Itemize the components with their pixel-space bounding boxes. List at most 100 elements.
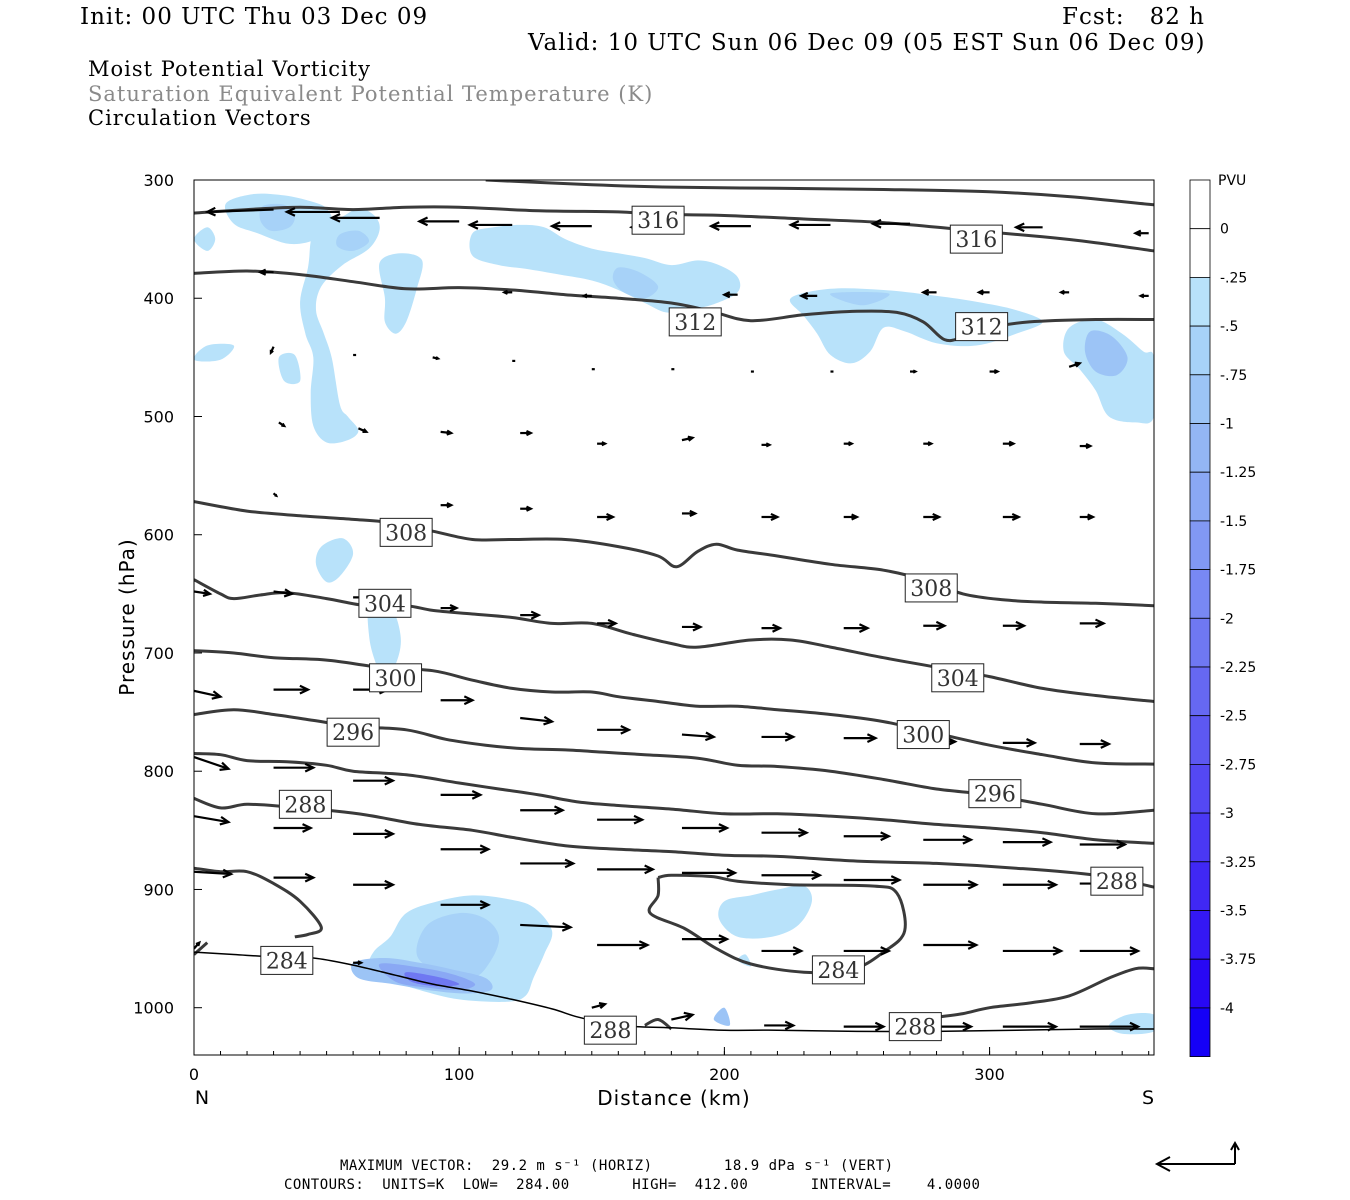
x-tick-200: 200 <box>709 1065 740 1084</box>
colorbar-box-15 <box>1189 910 1211 960</box>
colorbar-box-8 <box>1189 569 1211 619</box>
vector-arrow-91 <box>273 823 314 833</box>
x-tick-100: 100 <box>444 1065 475 1084</box>
vector-arrow-33 <box>278 421 287 428</box>
pv-region-3 <box>336 230 370 252</box>
vector-arrow-45 <box>440 502 454 509</box>
vector-arrow-12 <box>1132 229 1149 237</box>
vector-arrow-24 <box>432 356 441 361</box>
vector-arrow-20 <box>1058 289 1070 295</box>
svg-text:288: 288 <box>894 1016 936 1041</box>
colorbar-box-14 <box>1189 861 1211 911</box>
vector-arrow-21 <box>1138 293 1149 299</box>
colorbar: PVU 0 -.25 -.5 -.75 -1 -1.25 -1.5 -1.75 -2 -2.25 -… <box>1189 173 1256 1058</box>
contour-label-9: 300 <box>896 720 950 750</box>
contour-288-12 <box>644 1017 673 1031</box>
field-title-mpv: Moist Potential Vorticity <box>88 57 371 81</box>
vector-arrow-48 <box>681 509 698 517</box>
colorbar-box-1 <box>1189 228 1211 278</box>
colorbar-box-6 <box>1189 471 1211 522</box>
contour-label-15: 284 <box>811 955 865 985</box>
contour-label-0: 316 <box>631 205 685 235</box>
colorbar-label-1: -.25 <box>1220 270 1247 286</box>
contour-label-6: 304 <box>358 588 412 618</box>
svg-text:300: 300 <box>375 667 417 692</box>
vector-arrow-32 <box>1068 361 1083 368</box>
vector-arrow-40 <box>843 441 855 447</box>
colorbar-label-11: -2.75 <box>1220 757 1256 773</box>
vector-arrow-110 <box>843 946 892 956</box>
vector-arrow-77 <box>1079 739 1112 749</box>
vector-arrow-39 <box>761 442 773 448</box>
vector-arrow-54 <box>194 588 213 598</box>
vector-arrow-95 <box>597 864 656 875</box>
colorbar-label-0: 0 <box>1220 222 1229 238</box>
contour-label-7: 304 <box>931 663 985 693</box>
y-tick-500: 500 <box>143 407 174 426</box>
contour-info: CONTOURS: UNITS=K LOW= 284.00 HIGH= 412.… <box>284 1177 981 1193</box>
vector-arrow-38 <box>681 435 696 442</box>
vector-arrow-66 <box>194 689 224 700</box>
vector-arrow-43 <box>1079 443 1093 450</box>
vector-arrow-102 <box>194 868 234 879</box>
vector-arrow-114 <box>194 940 202 950</box>
svg-text:308: 308 <box>385 521 427 546</box>
vector-arrow-58 <box>520 610 542 620</box>
contour-label-1: 316 <box>949 224 1003 254</box>
contour-288-9 <box>194 866 323 939</box>
vector-arrow-73 <box>761 732 796 742</box>
vector-arrow-92 <box>353 829 396 839</box>
vector-arrow-112 <box>1002 946 1064 956</box>
pv-region-5 <box>469 224 741 313</box>
vector-arrow-87 <box>923 834 974 845</box>
vector-arrow-46 <box>520 505 534 512</box>
colorbar-box-12 <box>1189 764 1211 814</box>
pv-region-15 <box>367 599 401 683</box>
svg-text:300: 300 <box>902 724 944 749</box>
vector-arrow-60 <box>681 622 704 632</box>
vector-arrow-108 <box>681 934 730 944</box>
contour-label-10: 296 <box>326 717 380 747</box>
vector-arrow-106 <box>520 922 574 932</box>
pv-region-23 <box>713 1007 731 1026</box>
contour-316-1 <box>485 180 1154 207</box>
vector-arrow-41 <box>923 441 934 447</box>
vector-arrow-104 <box>353 879 396 890</box>
svg-text:288: 288 <box>284 793 326 818</box>
vector-arrow-117 <box>671 1011 696 1022</box>
colorbar-box-2 <box>1189 276 1211 327</box>
colorbar-box-11 <box>1189 715 1211 765</box>
pv-region-10 <box>1084 330 1128 377</box>
contour-label-12: 288 <box>278 789 332 819</box>
colorbar-box-5 <box>1189 423 1211 473</box>
vector-arrow-103 <box>273 872 316 883</box>
vector-arrow-44 <box>272 492 279 498</box>
contour-label-5: 308 <box>904 573 958 603</box>
vector-arrow-80 <box>353 775 396 786</box>
vector-arrow-5 <box>467 220 513 230</box>
vector-arrow-98 <box>843 875 902 885</box>
vector-arrow-113 <box>1079 946 1141 956</box>
contour-label-4: 308 <box>379 517 433 547</box>
vector-arrow-70 <box>520 715 555 726</box>
colorbar-label-13: -3.25 <box>1220 855 1256 871</box>
pv-region-4 <box>379 253 423 334</box>
vector-arrow-121 <box>1002 1021 1059 1032</box>
vector-arrow-15 <box>581 293 592 299</box>
pv-region-7 <box>789 288 1043 364</box>
x-tick-0: 0 <box>189 1065 199 1084</box>
vector-arrow-34 <box>357 427 369 434</box>
vector-arrow-9 <box>788 220 831 230</box>
y-tick-400: 400 <box>143 289 174 308</box>
colorbar-label-8: -2 <box>1220 611 1234 627</box>
vector-arrow-105 <box>440 899 491 910</box>
contour-label-17: 288 <box>888 1012 942 1042</box>
vector-arrow-10 <box>870 218 911 229</box>
field-title-vectors: Circulation Vectors <box>88 106 312 130</box>
y-tick-900: 900 <box>143 880 174 899</box>
vector-arrow-99 <box>923 879 979 890</box>
vector-arrow-94 <box>520 858 576 869</box>
vector-arrow-55 <box>273 588 295 598</box>
colorbar-box-4 <box>1189 374 1211 424</box>
